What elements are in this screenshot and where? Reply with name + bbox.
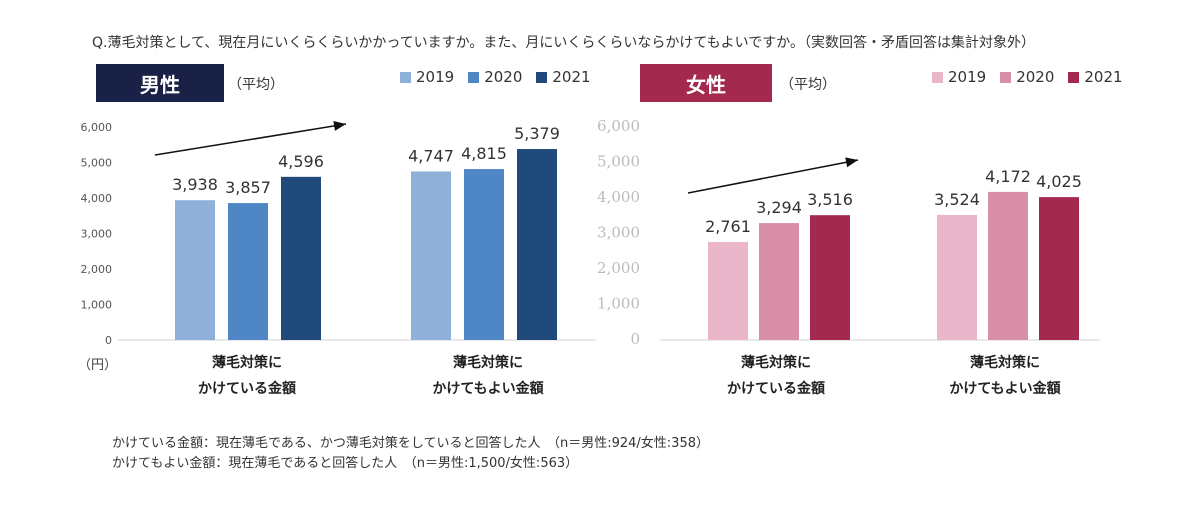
male-legend-swatch — [400, 71, 411, 83]
female-ytick-label: 4,000 — [597, 188, 640, 206]
male-value-label: 4,596 — [278, 152, 324, 171]
female-category-label-acceptable-line2: かけてもよい金額 — [949, 381, 1061, 397]
male-legend-item-2020: 2020 — [468, 68, 522, 86]
male-bar-2019-cat0 — [175, 200, 215, 340]
female-category-label-current-line2: かけている金額 — [727, 381, 825, 397]
female-average-label: （平均） — [780, 77, 836, 93]
male-category-label-acceptable: 薄毛対策に かけてもよい金額 — [418, 350, 558, 402]
female-bar-2019-cat1 — [937, 214, 977, 340]
female-bar-2019-cat0 — [708, 241, 748, 340]
male-legend-label: 2020 — [484, 68, 523, 86]
female-header-badge: 女性 — [640, 64, 772, 102]
female-value-label: 3,524 — [934, 190, 980, 209]
female-legend-label: 2021 — [1084, 68, 1123, 86]
male-ytick-label: 6,000 — [81, 121, 113, 134]
male-bar-2020-cat0 — [228, 203, 268, 340]
female-ytick-label: 5,000 — [597, 153, 640, 171]
female-ytick-label: 1,000 — [597, 295, 640, 313]
male-legend-item-2021: 2021 — [536, 68, 591, 86]
male-value-label: 5,379 — [514, 124, 560, 143]
female-value-label: 3,516 — [807, 190, 853, 209]
male-header-badge: 男性 — [96, 64, 224, 102]
unit-label: （円） — [78, 358, 118, 373]
male-trend-arrow-head — [333, 120, 346, 131]
male-legend-swatch — [536, 71, 548, 83]
female-value-label: 3,294 — [756, 198, 802, 217]
female-trend-arrow-line — [687, 159, 859, 194]
female-legend-item-2019: 2019 — [932, 68, 986, 86]
female-legend-swatch — [932, 71, 943, 83]
female-legend: 2019 2020 2021 — [932, 68, 1123, 86]
female-bar-2021-cat0 — [810, 215, 850, 340]
female-title: 女性 — [686, 72, 726, 97]
female-ytick-label: 3,000 — [597, 224, 640, 242]
male-bar-2021-cat1 — [517, 149, 557, 340]
female-legend-item-2021: 2021 — [1068, 68, 1123, 86]
female-ytick-label: 6,000 — [597, 117, 640, 135]
female-legend-label: 2020 — [1016, 68, 1055, 86]
male-bar-2020-cat1 — [464, 169, 504, 340]
female-value-label: 2,761 — [705, 217, 751, 236]
female-legend-label: 2019 — [948, 68, 987, 86]
male-ytick-label: 2,000 — [81, 263, 113, 276]
male-legend-label: 2019 — [416, 68, 455, 86]
male-category-label-acceptable-line1: 薄毛対策に — [453, 355, 523, 371]
male-ytick-label: 4,000 — [81, 192, 113, 205]
male-category-label-current: 薄毛対策に かけている金額 — [177, 350, 317, 402]
male-trend-arrow-line — [154, 123, 347, 156]
male-legend-item-2019: 2019 — [400, 68, 454, 86]
footnote-acceptable: かけてもよい金額：現在薄毛であると回答した人 （n＝男性:1,500/女性:56… — [112, 456, 579, 471]
male-average-label: （平均） — [228, 77, 284, 93]
male-category-label-current-line2: かけている金額 — [198, 381, 296, 397]
female-trend-arrow-head — [845, 157, 858, 168]
male-bar-2021-cat0 — [281, 176, 321, 340]
question-text: Q.薄毛対策として、現在月にいくらくらいかかっていますか。また、月にいくらくらい… — [92, 35, 1035, 51]
male-ytick-label: 5,000 — [81, 157, 113, 170]
female-value-label: 4,025 — [1036, 172, 1082, 191]
male-ytick-label: 1,000 — [81, 299, 113, 312]
male-value-label: 4,815 — [461, 144, 507, 163]
male-category-label-acceptable-line2: かけてもよい金額 — [432, 381, 544, 397]
male-legend: 2019 2020 2021 — [400, 68, 591, 86]
male-bar-2019-cat1 — [411, 171, 451, 340]
male-value-label: 3,857 — [225, 178, 271, 197]
female-ytick-label: 0 — [630, 330, 640, 348]
female-category-label-current-line1: 薄毛対策に — [741, 355, 811, 371]
male-legend-label: 2021 — [552, 68, 591, 86]
male-legend-swatch — [468, 71, 480, 83]
female-category-label-current: 薄毛対策に かけている金額 — [706, 350, 846, 402]
female-category-label-acceptable-line1: 薄毛対策に — [970, 355, 1040, 371]
female-legend-swatch — [1068, 71, 1080, 83]
female-ytick-label: 2,000 — [597, 259, 640, 277]
female-value-label: 4,172 — [985, 167, 1031, 186]
female-category-label-acceptable: 薄毛対策に かけてもよい金額 — [935, 350, 1075, 402]
female-legend-item-2020: 2020 — [1000, 68, 1054, 86]
female-bar-2021-cat1 — [1039, 197, 1079, 340]
female-bar-2020-cat1 — [988, 191, 1028, 340]
footnote-current: かけている金額：現在薄毛である、かつ薄毛対策をしていると回答した人 （n＝男性:… — [112, 436, 709, 451]
female-legend-swatch — [1000, 71, 1012, 83]
male-category-label-current-line1: 薄毛対策に — [212, 355, 282, 371]
male-value-label: 3,938 — [172, 175, 218, 194]
male-title: 男性 — [140, 72, 180, 97]
male-ytick-label: 3,000 — [81, 228, 113, 241]
male-ytick-label: 0 — [105, 334, 112, 347]
female-bar-2020-cat0 — [759, 223, 799, 340]
male-value-label: 4,747 — [408, 146, 454, 165]
